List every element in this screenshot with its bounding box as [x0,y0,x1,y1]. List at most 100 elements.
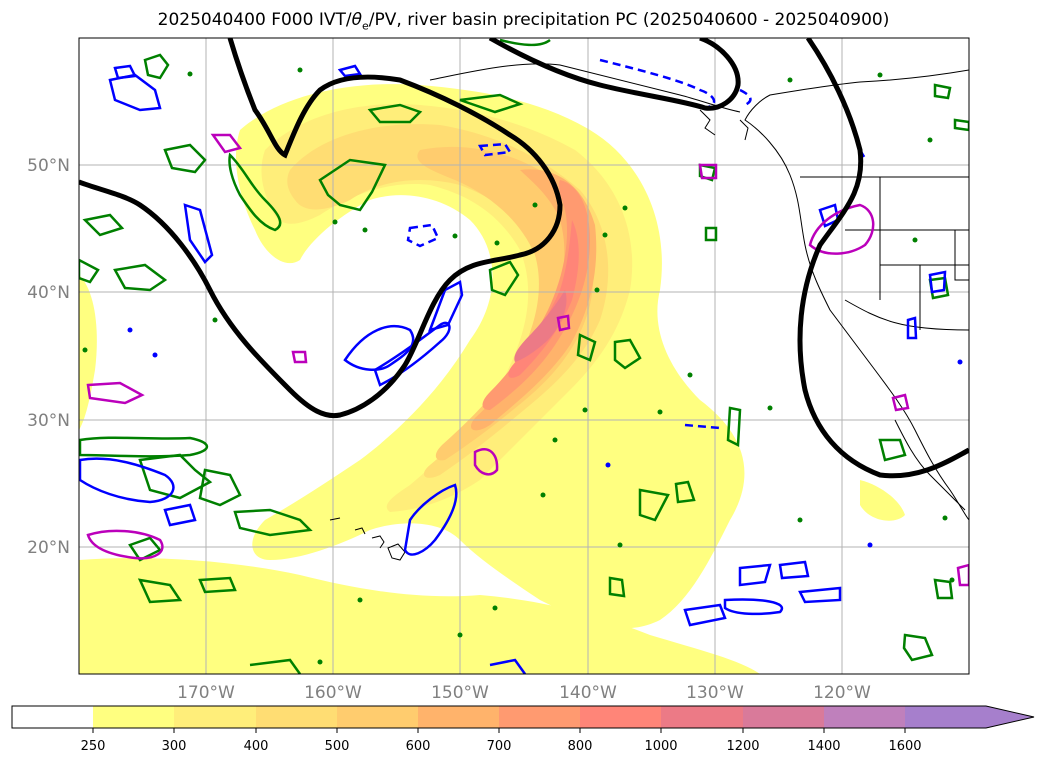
colorbar-label-1000: 1000 [644,739,677,754]
colorbar-segment-1000 [661,706,743,728]
theta-e-green-contour [902,633,934,662]
theta-e-green-contour [113,263,168,292]
theta-e-green-contour [674,480,696,504]
theta-e-green-contour [638,488,670,522]
colorbar-segment-1200 [743,706,824,728]
lat-label-40n: 40°N [27,283,70,303]
ivt-1000-core [514,290,567,362]
speckle [492,605,498,611]
theta-e-green-contour [367,103,423,124]
speckle [912,237,918,243]
precip-pc-contour [473,448,499,476]
theta-e-green-contour [79,258,100,284]
speckle [617,542,623,548]
theta-e-blue-dashed-contour [684,423,721,430]
speckle [594,287,600,293]
theta-e-green-contour [726,406,742,447]
colorbar-segment-300 [174,706,256,728]
colorbar-label-600: 600 [406,739,431,754]
speckle [787,77,793,83]
speckle [212,317,218,323]
theta-e-green-contour [704,226,718,242]
theta-e-green-contour [459,93,524,114]
speckle [942,515,948,521]
colorbar-segment-1600-extend [905,706,1034,728]
colorbar-segment-1400 [824,706,905,728]
theta-e-blue-contour [928,270,947,294]
theta-e-green-contour [228,152,282,232]
coastlines [329,63,969,561]
map-area [79,38,969,674]
colorbar-segment-400 [256,706,337,728]
speckle [867,542,873,548]
colorbar-label-250: 250 [81,739,106,754]
colorbar-label-1600: 1600 [888,739,921,754]
ivt-500-river [417,146,594,461]
coastline-baja [894,419,966,511]
theta-e-blue-contour [163,503,197,527]
precip-pc-contour [210,133,243,154]
theta-e-blue-contour [113,64,137,80]
speckle [332,219,338,225]
theta-e-blue-contour [778,560,810,580]
pv-contours [79,38,969,479]
theta-e-green-contour [163,143,207,174]
pv-contour-trough [79,38,563,419]
lon-label-170w: 170°W [177,683,235,703]
speckle [152,352,158,358]
speckle [767,405,773,411]
theta-e-blue-contour [683,603,727,627]
theta-e-blue-contour [427,280,464,332]
theta-e-green-contour [143,53,170,80]
theta-e-green-contour [576,333,597,362]
precip-pc-contour [891,393,910,412]
speckle [605,462,611,468]
ivt-fill-layer [79,84,905,674]
speckle [82,347,88,353]
colorbar-outline [11,705,1035,729]
lat-label-30n: 30°N [27,411,70,431]
precip-pc-contour [556,314,571,332]
speckle [297,67,303,73]
theta-e-green-contour [933,578,954,600]
map-frame [78,37,970,675]
colorbar-label-300: 300 [162,739,187,754]
speckle [657,409,663,415]
precip-pc-contour [86,381,145,405]
speckle [540,492,546,498]
coastline-islands-bc [699,109,749,141]
theta-e-green-contour [198,468,242,507]
coastline-north-america [744,69,969,521]
latitude-labels: 50°N 40°N 30°N 20°N [27,156,70,558]
precip-pc-contours [86,133,969,587]
colorbar-label-800: 800 [568,739,593,754]
precip-pc-contour [291,350,308,364]
ivt-600-core [470,169,597,431]
theta-e-blue-contour [403,483,458,556]
speckle [457,632,463,638]
pv-contour-ridge [797,38,969,479]
colorbar-label-400: 400 [244,739,269,754]
speckle [187,71,193,77]
theta-e-blue-contour [906,316,918,340]
colorbar-segment-800 [580,706,661,728]
contour-speckles [82,67,963,665]
precip-pc-contour [808,203,875,255]
lon-label-120w: 120°W [813,683,871,703]
theta-e-blue-dashed-contour [477,142,513,157]
theta-e-blue-contour [723,598,784,616]
coastline-alaska-panhandle [429,63,741,113]
theta-e-blue-contour [738,563,772,587]
speckle [949,577,955,583]
theta-e-green-contour [488,260,520,297]
colorbar-label-700: 700 [487,739,512,754]
ivt-250-west [79,275,97,430]
theta-e-green-contour [198,576,237,594]
speckle [957,359,963,365]
map-title: 2025040400 F000 IVT/θe/PV, river basin p… [157,10,890,33]
theta-e-green-contour [608,576,626,598]
lon-label-160w: 160°W [304,683,362,703]
speckle [687,372,693,378]
colorbar-label-1400: 1400 [807,739,840,754]
